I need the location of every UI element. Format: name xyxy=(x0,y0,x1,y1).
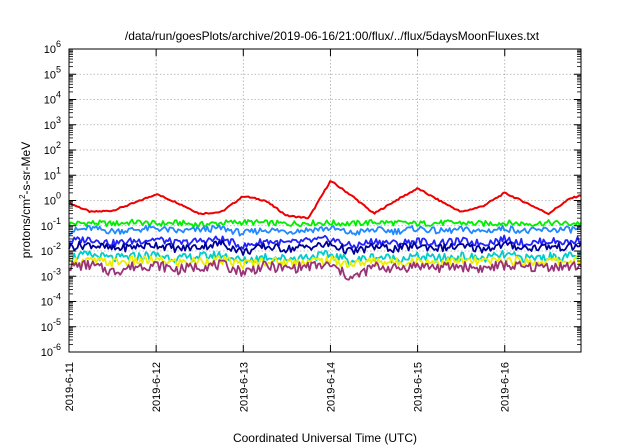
y-tick-label: 102 xyxy=(44,140,61,157)
x-axis-label: Coordinated Universal Time (UTC) xyxy=(233,431,417,445)
y-tick-label: 105 xyxy=(44,64,61,81)
x-tick-label: 2019-6-12 xyxy=(151,362,163,412)
y-tick-label: 10-2 xyxy=(41,241,61,258)
x-tick-label: 2019-6-16 xyxy=(500,362,512,412)
x-tick-label: 2019-6-13 xyxy=(238,362,250,412)
series-line-4 xyxy=(68,239,582,256)
y-axis-label: protons/cm2-s-sr-MeV xyxy=(18,142,33,258)
y-tick-label: 10-4 xyxy=(41,292,61,309)
x-tick-labels: 2019-6-11 2019-6-12 2019-6-13 2019-6-14 2019… xyxy=(64,362,512,412)
series-line-5 xyxy=(68,250,582,266)
y-tick-label: 103 xyxy=(44,115,61,132)
y-tick-label: 104 xyxy=(44,90,61,107)
y-tick-label: 101 xyxy=(44,165,61,182)
series-line-1 xyxy=(68,218,582,228)
y-tick-label: 10-3 xyxy=(41,266,61,283)
series-group xyxy=(68,180,582,281)
series-line-7 xyxy=(68,259,582,281)
x-tick-label: 2019-6-15 xyxy=(413,362,425,412)
series-line-0 xyxy=(68,180,582,220)
tick-marks xyxy=(68,48,581,353)
y-tick-labels: 10-6 10-5 10-4 10-3 10-2 10-1 100 101 102 103 104 1… xyxy=(41,39,61,359)
x-tick-label: 2019-6-11 xyxy=(64,362,76,411)
x-tick-label: 2019-6-14 xyxy=(325,362,337,412)
y-tick-label: 10-6 xyxy=(41,342,61,359)
chart-title: /data/run/goesPlots/archive/2019-06-16/2… xyxy=(125,29,540,43)
y-tick-label: 10-5 xyxy=(41,317,61,334)
y-tick-label: 106 xyxy=(44,39,61,56)
series-line-2 xyxy=(68,224,582,237)
series-line-3 xyxy=(68,234,582,250)
y-tick-label: 100 xyxy=(44,191,61,208)
y-tick-label: 10-1 xyxy=(41,216,61,233)
